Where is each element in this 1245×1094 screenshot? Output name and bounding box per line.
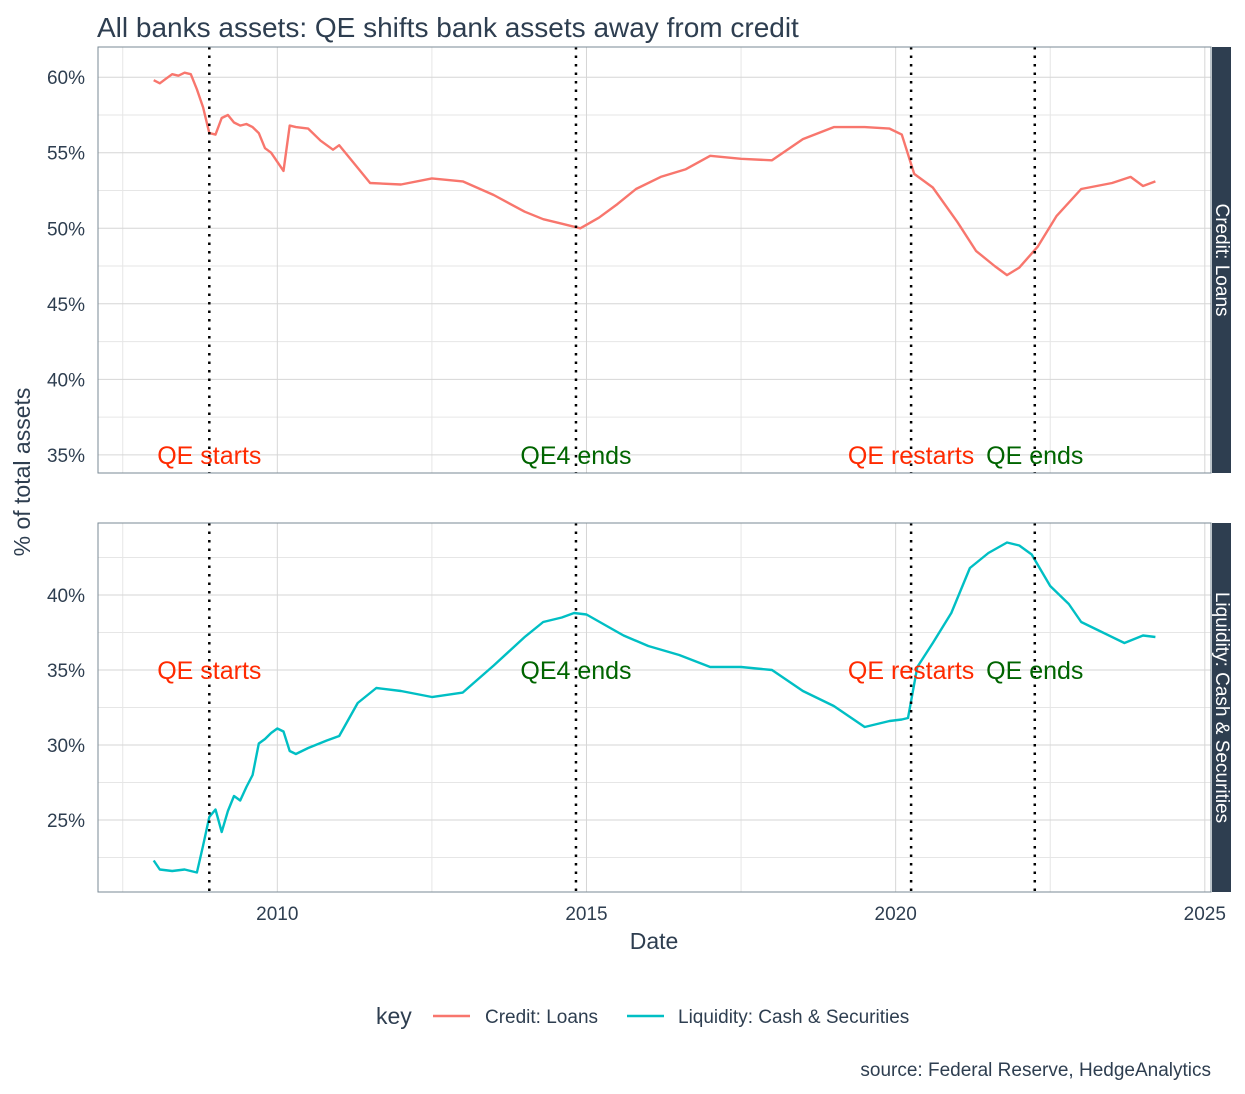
- annotation-qe4-ends: QE4 ends: [520, 657, 631, 685]
- annotation-qe-starts: QE starts: [157, 657, 261, 685]
- y-tick-label: 30%: [47, 736, 85, 757]
- annotation-qe-starts: QE starts: [157, 442, 261, 470]
- y-axis-title: % of total assets: [9, 388, 35, 557]
- y-tick-label: 40%: [47, 586, 85, 607]
- y-tick-label: 50%: [47, 219, 85, 240]
- x-tick-label: 2010: [256, 904, 298, 925]
- panel-border: [97, 522, 1212, 893]
- y-tick-label: 60%: [47, 68, 85, 89]
- series-line-credit-loans: [153, 71, 1156, 277]
- legend-label-liquidity: Liquidity: Cash & Securities: [678, 1007, 909, 1028]
- x-tick-label: 2015: [565, 904, 607, 925]
- annotation-qe-restarts: QE restarts: [848, 442, 974, 470]
- x-tick-label: 2025: [1184, 904, 1226, 925]
- annotation-qe4-ends: QE4 ends: [520, 442, 631, 470]
- chart-caption: source: Federal Reserve, HedgeAnalytics: [860, 1060, 1211, 1081]
- panel-liquidity: 25% 30% 35% 40% QE starts QE4 ends QE restarts…: [47, 522, 1232, 893]
- y-tick-label: 25%: [47, 811, 85, 832]
- panel-credit: 35% 40% 45% 50% 55% 60% QE starts QE4 ends QE re…: [47, 46, 1232, 474]
- facet-strip: [1212, 47, 1231, 473]
- y-tick-label: 45%: [47, 295, 85, 316]
- x-tick-label: 2020: [875, 904, 917, 925]
- annotation-qe-ends: QE ends: [986, 442, 1083, 470]
- chart-title: All banks assets: QE shifts bank assets …: [97, 12, 799, 43]
- annotation-qe-ends: QE ends: [986, 657, 1083, 685]
- legend: key Credit: Loans Liquidity: Cash & Secu…: [376, 1003, 909, 1029]
- panel-border: [97, 46, 1212, 474]
- facet-strip-label: Liquidity: Cash & Securities: [1211, 592, 1232, 823]
- y-tick-label: 35%: [47, 661, 85, 682]
- annotation-qe-restarts: QE restarts: [848, 657, 974, 685]
- legend-title: key: [376, 1003, 412, 1029]
- x-axis-title: Date: [630, 928, 679, 954]
- y-tick-label: 55%: [47, 144, 85, 165]
- legend-label-credit: Credit: Loans: [485, 1007, 598, 1028]
- y-tick-label: 40%: [47, 370, 85, 391]
- x-axis: 2010 2015 2020 2025: [256, 904, 1226, 925]
- y-tick-label: 35%: [47, 446, 85, 467]
- facet-strip: [1212, 523, 1231, 892]
- series-line-liquidity-cash-securities: [152, 541, 1156, 874]
- facet-strip-label: Credit: Loans: [1211, 203, 1232, 316]
